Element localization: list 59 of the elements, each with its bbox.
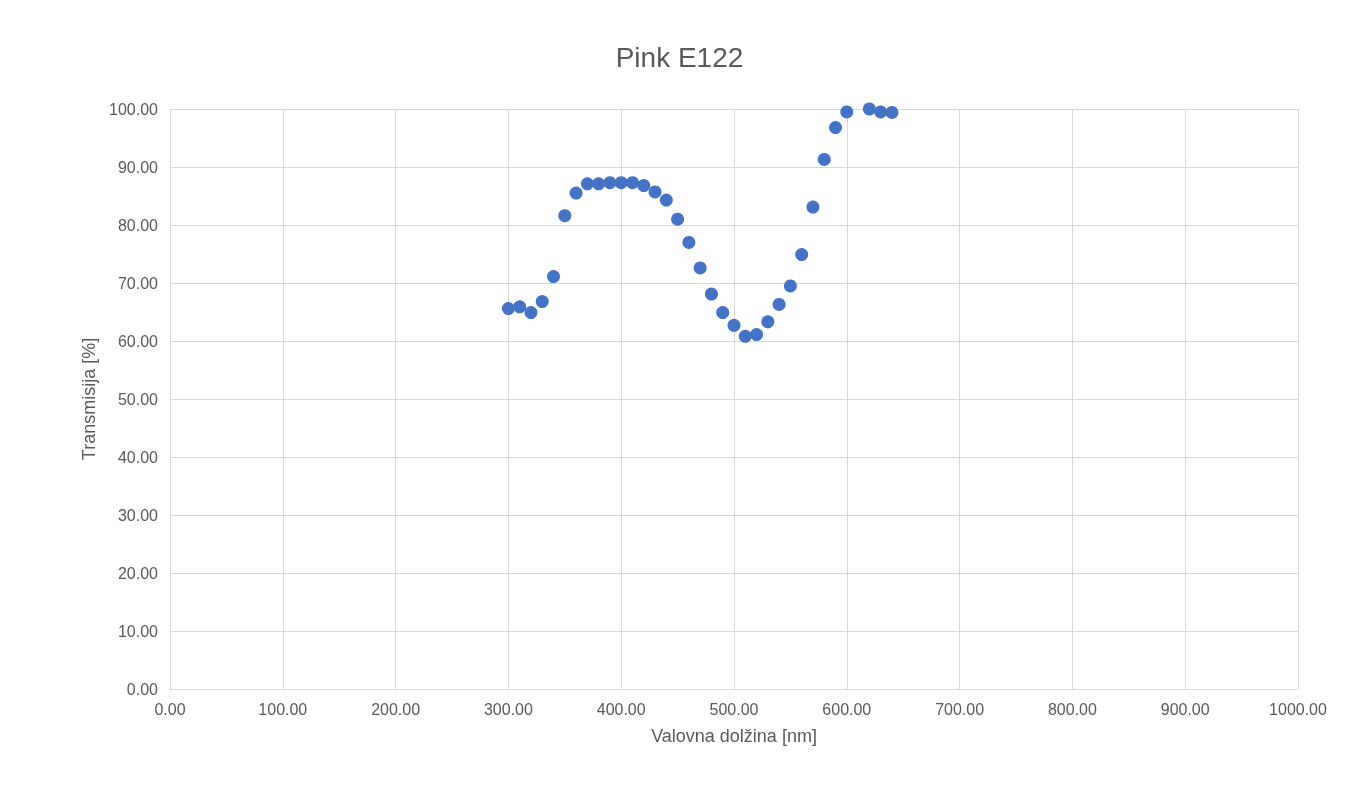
y-tick-label: 100.00 [109, 100, 159, 118]
x-tick-label: 1000.00 [1269, 700, 1328, 718]
x-axis-title: Valovna dolžina [nm] [651, 726, 817, 746]
point [659, 193, 673, 207]
point [535, 295, 549, 309]
x-tick-label: 200.00 [371, 700, 421, 718]
point [727, 318, 741, 332]
point [648, 185, 662, 199]
point [829, 121, 843, 135]
x-tick-label: 900.00 [1160, 700, 1210, 718]
x-tick-label: 400.00 [596, 700, 646, 718]
point [614, 176, 628, 190]
y-axis-title: Transmisija [%] [79, 337, 100, 461]
point [558, 209, 572, 223]
y-tick-label: 70.00 [117, 274, 159, 292]
x-tick-label: 300.00 [483, 700, 533, 718]
y-tick-label: 80.00 [117, 216, 159, 234]
point [625, 176, 639, 190]
point [580, 177, 594, 191]
point [637, 179, 651, 193]
point [806, 200, 820, 214]
point [817, 152, 831, 166]
point [682, 235, 696, 249]
y-tick-label: 0.00 [126, 680, 159, 698]
x-tick-label: 500.00 [709, 700, 759, 718]
x-tick-label: 100.00 [258, 700, 308, 718]
x-tick-label: 600.00 [822, 700, 872, 718]
point [513, 300, 527, 314]
x-tick-label: 800.00 [1047, 700, 1097, 718]
y-tick-label: 10.00 [117, 622, 159, 640]
point [738, 329, 752, 343]
y-tick-label: 90.00 [117, 158, 159, 176]
chart-title: Pink E122 [615, 41, 744, 73]
point [693, 261, 707, 275]
x-tick-label: 0.00 [154, 700, 186, 718]
point [772, 297, 786, 311]
point [524, 306, 538, 320]
point [761, 315, 775, 329]
point [603, 176, 617, 190]
point [547, 270, 561, 284]
y-tick-label: 30.00 [117, 506, 159, 524]
point [501, 302, 515, 316]
point [671, 212, 685, 226]
y-tick-label: 50.00 [117, 390, 159, 408]
point [704, 287, 718, 301]
x-tick-label: 700.00 [935, 700, 985, 718]
point [716, 306, 730, 320]
point [862, 102, 876, 116]
point [874, 105, 888, 119]
point [750, 328, 764, 342]
point [569, 186, 583, 200]
point [840, 105, 854, 119]
point [885, 105, 899, 119]
y-tick-label: 40.00 [117, 448, 159, 466]
point [783, 279, 797, 293]
point [795, 248, 809, 262]
y-tick-label: 60.00 [117, 332, 159, 350]
point [592, 177, 606, 191]
y-tick-label: 20.00 [117, 564, 159, 582]
